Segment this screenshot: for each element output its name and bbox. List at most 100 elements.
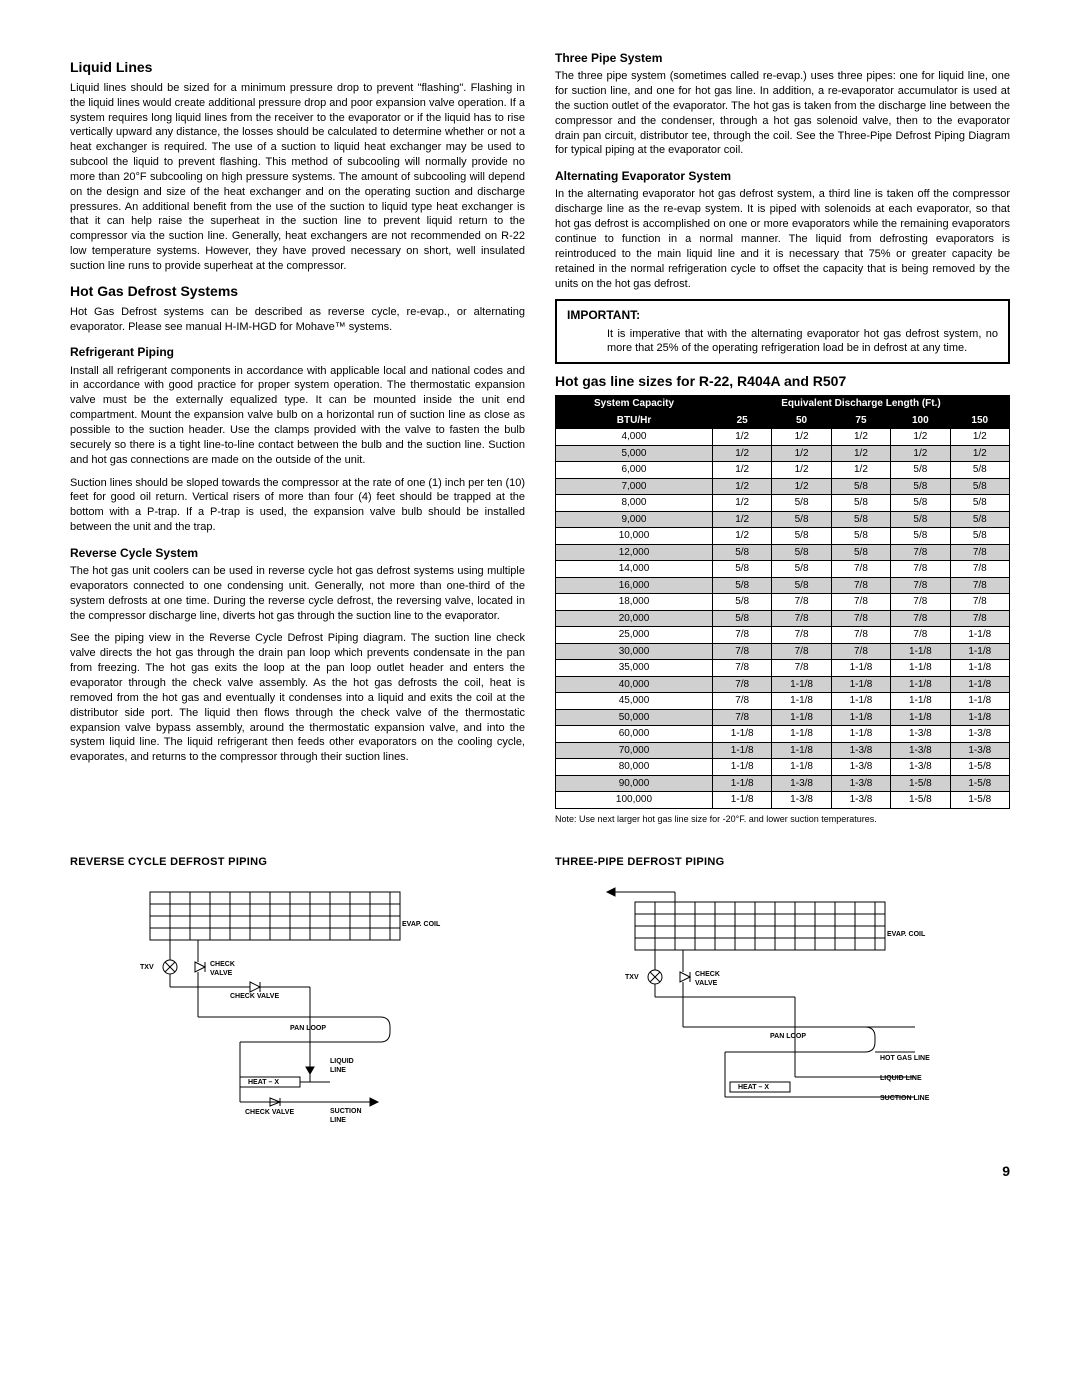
table-cell: 5/8: [831, 544, 890, 561]
table-row: 40,0007/81-1/81-1/81-1/81-1/8: [556, 676, 1010, 693]
table-row: 35,0007/87/81-1/81-1/81-1/8: [556, 660, 1010, 677]
table-cell: 5/8: [712, 544, 771, 561]
table-cell: 7/8: [772, 643, 831, 660]
table-cell: 90,000: [556, 775, 713, 792]
table-cell: 1-3/8: [831, 742, 890, 759]
table-row: 90,0001-1/81-3/81-3/81-5/81-5/8: [556, 775, 1010, 792]
table-cell: 1-1/8: [831, 709, 890, 726]
table-row: 30,0007/87/87/81-1/81-1/8: [556, 643, 1010, 660]
table-row: 25,0007/87/87/87/81-1/8: [556, 627, 1010, 644]
table-cell: 5/8: [891, 495, 950, 512]
table-row: 14,0005/85/87/87/87/8: [556, 561, 1010, 578]
table-cell: 7/8: [831, 610, 890, 627]
d2-evap: EVAP. COIL: [887, 930, 925, 939]
liquid-lines-heading: Liquid Lines: [70, 58, 525, 77]
table-row: 18,0005/87/87/87/87/8: [556, 594, 1010, 611]
table-cell: 1/2: [712, 445, 771, 462]
table-cell: 1-1/8: [772, 676, 831, 693]
reverse-cycle-text2: See the piping view in the Reverse Cycle…: [70, 631, 525, 765]
table-cell: 5/8: [712, 561, 771, 578]
table-cell: 1/2: [891, 445, 950, 462]
diagram-row: REVERSE CYCLE DEFROST PIPING EVAP. COIL …: [70, 825, 1010, 1142]
table-cell: 1-1/8: [772, 759, 831, 776]
table-cell: 1/2: [772, 462, 831, 479]
table-cell: 7/8: [712, 660, 771, 677]
table-cell: 16,000: [556, 577, 713, 594]
table-cell: 5/8: [772, 495, 831, 512]
d1-cv3: CHECK VALVE: [245, 1108, 294, 1117]
table-cell: 1/2: [712, 462, 771, 479]
table-cell: 5,000: [556, 445, 713, 462]
d1-evap: EVAP. COIL: [402, 920, 440, 929]
table-cell: 1-1/8: [831, 726, 890, 743]
table-cell: 1-1/8: [891, 660, 950, 677]
diagram2-col: THREE-PIPE DEFROST PIPING EVAP. COIL TXV…: [555, 825, 1010, 1142]
table-cell: 1/2: [772, 429, 831, 446]
table-cell: 1/2: [712, 478, 771, 495]
table-cell: 1-3/8: [831, 775, 890, 792]
table-cell: 1-1/8: [712, 775, 771, 792]
table-cell: 7/8: [891, 577, 950, 594]
table-cell: 1-1/8: [950, 693, 1009, 710]
table-cell: 1/2: [712, 495, 771, 512]
th-btu: BTU/Hr: [556, 412, 713, 429]
table-cell: 1-3/8: [831, 759, 890, 776]
table-cell: 50,000: [556, 709, 713, 726]
d2-liq: LIQUID LINE: [880, 1074, 922, 1083]
table-cell: 1-1/8: [831, 676, 890, 693]
three-pipe-text: The three pipe system (sometimes called …: [555, 69, 1010, 158]
refrigerant-piping-text1: Install all refrigerant components in ac…: [70, 364, 525, 468]
table-cell: 7/8: [712, 676, 771, 693]
table-cell: 1/2: [831, 462, 890, 479]
table-cell: 1-3/8: [772, 792, 831, 809]
table-cell: 7/8: [831, 594, 890, 611]
table-cell: 6,000: [556, 462, 713, 479]
table-cell: 1-1/8: [950, 643, 1009, 660]
table-cell: 7/8: [831, 561, 890, 578]
table-cell: 1/2: [712, 511, 771, 528]
table-cell: 5/8: [772, 511, 831, 528]
table-cell: 1-5/8: [950, 775, 1009, 792]
table-cell: 7/8: [712, 709, 771, 726]
refrigerant-piping-heading: Refrigerant Piping: [70, 344, 525, 360]
table-cell: 1/2: [950, 445, 1009, 462]
table-cell: 1-5/8: [950, 792, 1009, 809]
page-number: 9: [70, 1162, 1010, 1181]
important-heading: IMPORTANT:: [567, 307, 998, 323]
table-cell: 7/8: [891, 561, 950, 578]
table-cell: 1-1/8: [831, 660, 890, 677]
table-cell: 7/8: [831, 577, 890, 594]
hot-gas-heading: Hot Gas Defrost Systems: [70, 282, 525, 301]
d1-heat: HEAT – X: [248, 1078, 279, 1087]
table-row: 16,0005/85/87/87/87/8: [556, 577, 1010, 594]
table-row: 9,0001/25/85/85/85/8: [556, 511, 1010, 528]
table-cell: 8,000: [556, 495, 713, 512]
table-row: 6,0001/21/21/25/85/8: [556, 462, 1010, 479]
table-cell: 1-5/8: [891, 775, 950, 792]
table-cell: 1-1/8: [831, 693, 890, 710]
table-row: 50,0007/81-1/81-1/81-1/81-1/8: [556, 709, 1010, 726]
table-cell: 1-3/8: [772, 775, 831, 792]
table-cell: 7/8: [891, 627, 950, 644]
pipe-size-table: System CapacityEquivalent Discharge Leng…: [555, 395, 1010, 809]
table-row: 12,0005/85/85/87/87/8: [556, 544, 1010, 561]
table-row: 60,0001-1/81-1/81-1/81-3/81-3/8: [556, 726, 1010, 743]
table-cell: 1-1/8: [772, 742, 831, 759]
table-cell: 1-1/8: [712, 742, 771, 759]
alt-evap-text: In the alternating evaporator hot gas de…: [555, 187, 1010, 291]
diagram1-col: REVERSE CYCLE DEFROST PIPING EVAP. COIL …: [70, 825, 525, 1142]
th-25: 25: [712, 412, 771, 429]
important-text: It is imperative that with the alternati…: [567, 327, 998, 357]
table-row: 45,0007/81-1/81-1/81-1/81-1/8: [556, 693, 1010, 710]
table-cell: 1-1/8: [891, 643, 950, 660]
table-row: 8,0001/25/85/85/85/8: [556, 495, 1010, 512]
table-cell: 1-5/8: [950, 759, 1009, 776]
table-cell: 5/8: [950, 462, 1009, 479]
reverse-cycle-text1: The hot gas unit coolers can be used in …: [70, 564, 525, 623]
table-cell: 5/8: [712, 610, 771, 627]
table-cell: 7/8: [950, 544, 1009, 561]
d2-pan: PAN LOOP: [770, 1032, 806, 1041]
table-cell: 7/8: [772, 610, 831, 627]
table-cell: 1-1/8: [891, 693, 950, 710]
reverse-cycle-diagram: EVAP. COIL TXV CHECK VALVE CHECK VALVE P…: [70, 882, 470, 1142]
